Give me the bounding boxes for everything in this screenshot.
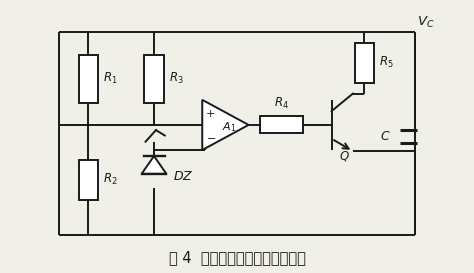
Bar bbox=[79, 55, 98, 103]
Text: $C$: $C$ bbox=[380, 130, 390, 143]
Text: $V_C$: $V_C$ bbox=[417, 15, 434, 30]
Text: $R_4$: $R_4$ bbox=[274, 96, 289, 111]
Text: $R_1$: $R_1$ bbox=[103, 71, 118, 86]
Text: $DZ$: $DZ$ bbox=[173, 170, 193, 183]
Bar bbox=[260, 116, 302, 133]
Bar bbox=[79, 160, 98, 200]
Polygon shape bbox=[202, 100, 248, 150]
Text: 图 4  实用的超级电容器均压电路: 图 4 实用的超级电容器均压电路 bbox=[169, 251, 305, 266]
Text: $R_2$: $R_2$ bbox=[103, 172, 118, 188]
Text: $Q$: $Q$ bbox=[338, 149, 349, 163]
Bar bbox=[145, 55, 164, 103]
Text: $R_3$: $R_3$ bbox=[169, 71, 183, 86]
Text: +: + bbox=[206, 109, 216, 119]
Bar bbox=[355, 43, 374, 83]
Text: $A_1$: $A_1$ bbox=[222, 120, 237, 134]
Polygon shape bbox=[142, 156, 166, 174]
Text: $R_5$: $R_5$ bbox=[379, 55, 394, 70]
Text: $-$: $-$ bbox=[206, 132, 216, 141]
